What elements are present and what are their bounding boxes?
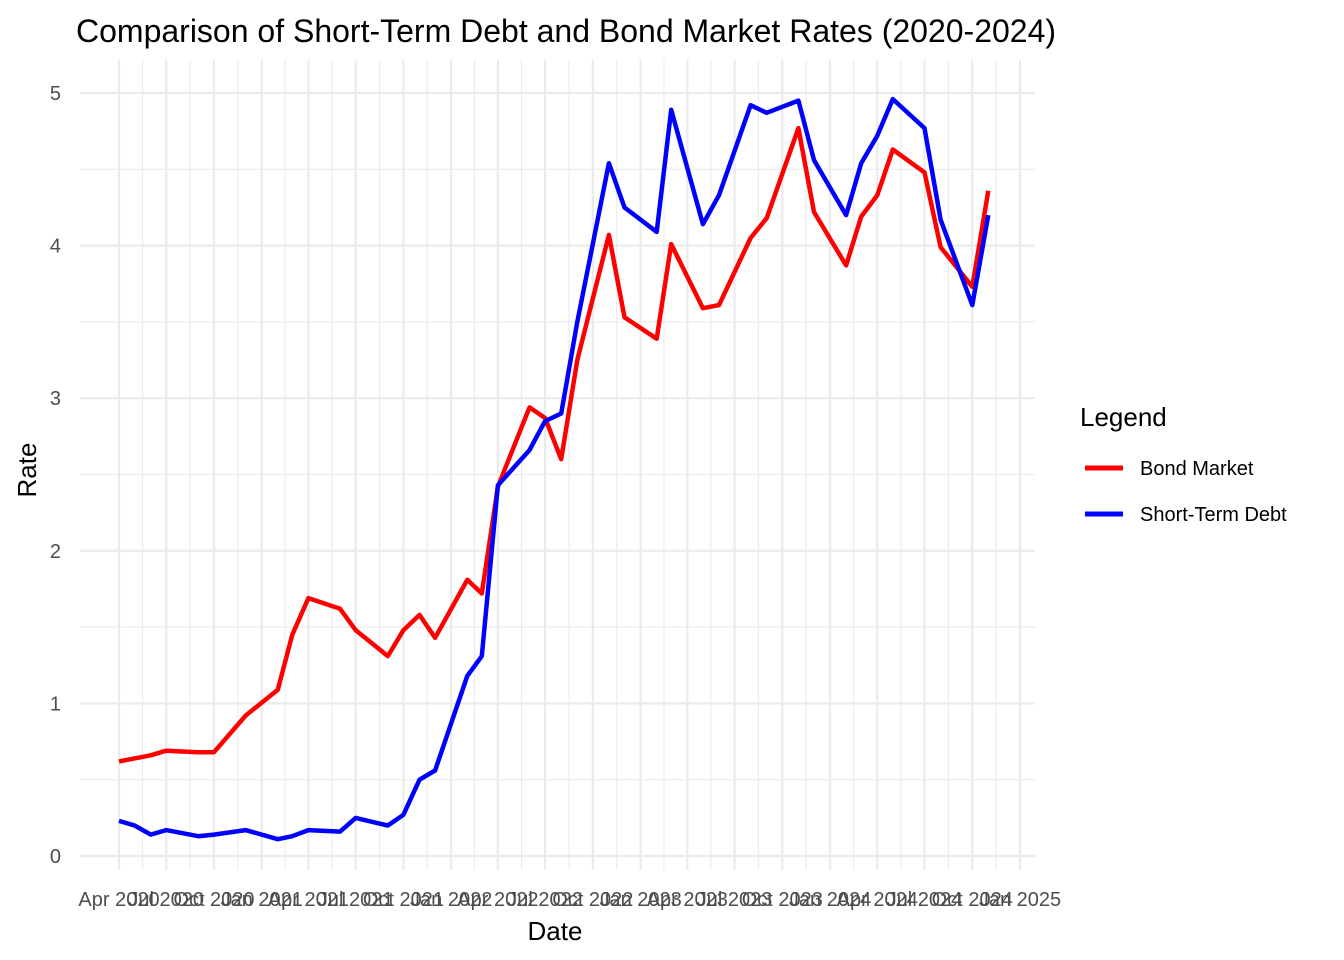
x-tick-label: Oct 2024 (932, 889, 1013, 911)
y-tick-label: 3 (50, 388, 61, 410)
grid-major (80, 60, 1035, 870)
x-tick-label: Jul 2024 (887, 889, 963, 911)
legend: Legend Bond Market Short-Term Debt (1080, 402, 1287, 526)
x-tick-label: Jan 2021 (221, 889, 303, 911)
x-tick-label: Apr 2023 (647, 889, 728, 911)
x-axis-title: Date (528, 916, 583, 946)
y-axis-title: Rate (12, 443, 42, 498)
series-line-bond-market (118, 125, 991, 764)
x-tick-label: Jan 2025 (979, 889, 1061, 911)
x-tick-label: Oct 2021 (363, 889, 444, 911)
x-tick-label: Jul 2023 (697, 889, 773, 911)
x-tick-label: Oct 2022 (552, 889, 633, 911)
legend-label-short-term-debt: Short-Term Debt (1140, 504, 1287, 526)
x-tick-label: Jul 2020 (128, 889, 204, 911)
x-tick-label: Apr 2022 (457, 889, 538, 911)
x-tick-label: Apr 2020 (78, 889, 159, 911)
y-tick-label: 4 (50, 236, 61, 258)
y-tick-label: 1 (50, 693, 61, 715)
y-tick-label: 2 (50, 541, 61, 563)
legend-label-bond-market: Bond Market (1140, 458, 1254, 480)
x-tick-label: Jan 2023 (599, 889, 681, 911)
x-tick-label: Apr 2024 (837, 889, 918, 911)
x-tick-label: Jul 2021 (318, 889, 394, 911)
x-tick-label: Jan 2022 (410, 889, 492, 911)
y-axis-ticks: 0 1 2 3 4 5 (50, 83, 61, 868)
series-line-short-term-debt (118, 96, 991, 842)
x-tick-label: Apr 2021 (268, 889, 349, 911)
chart-title: Comparison of Short-Term Debt and Bond M… (76, 13, 1056, 49)
grid-minor (80, 60, 1035, 870)
x-tick-label: Jul 2022 (507, 889, 583, 911)
x-tick-label: Jan 2024 (789, 889, 871, 911)
x-tick-label: Oct 2023 (742, 889, 823, 911)
y-tick-label: 0 (50, 846, 61, 868)
y-tick-label: 5 (50, 83, 61, 105)
x-tick-label: Oct 2020 (173, 889, 254, 911)
series-lines (118, 96, 991, 842)
legend-title: Legend (1080, 402, 1167, 432)
